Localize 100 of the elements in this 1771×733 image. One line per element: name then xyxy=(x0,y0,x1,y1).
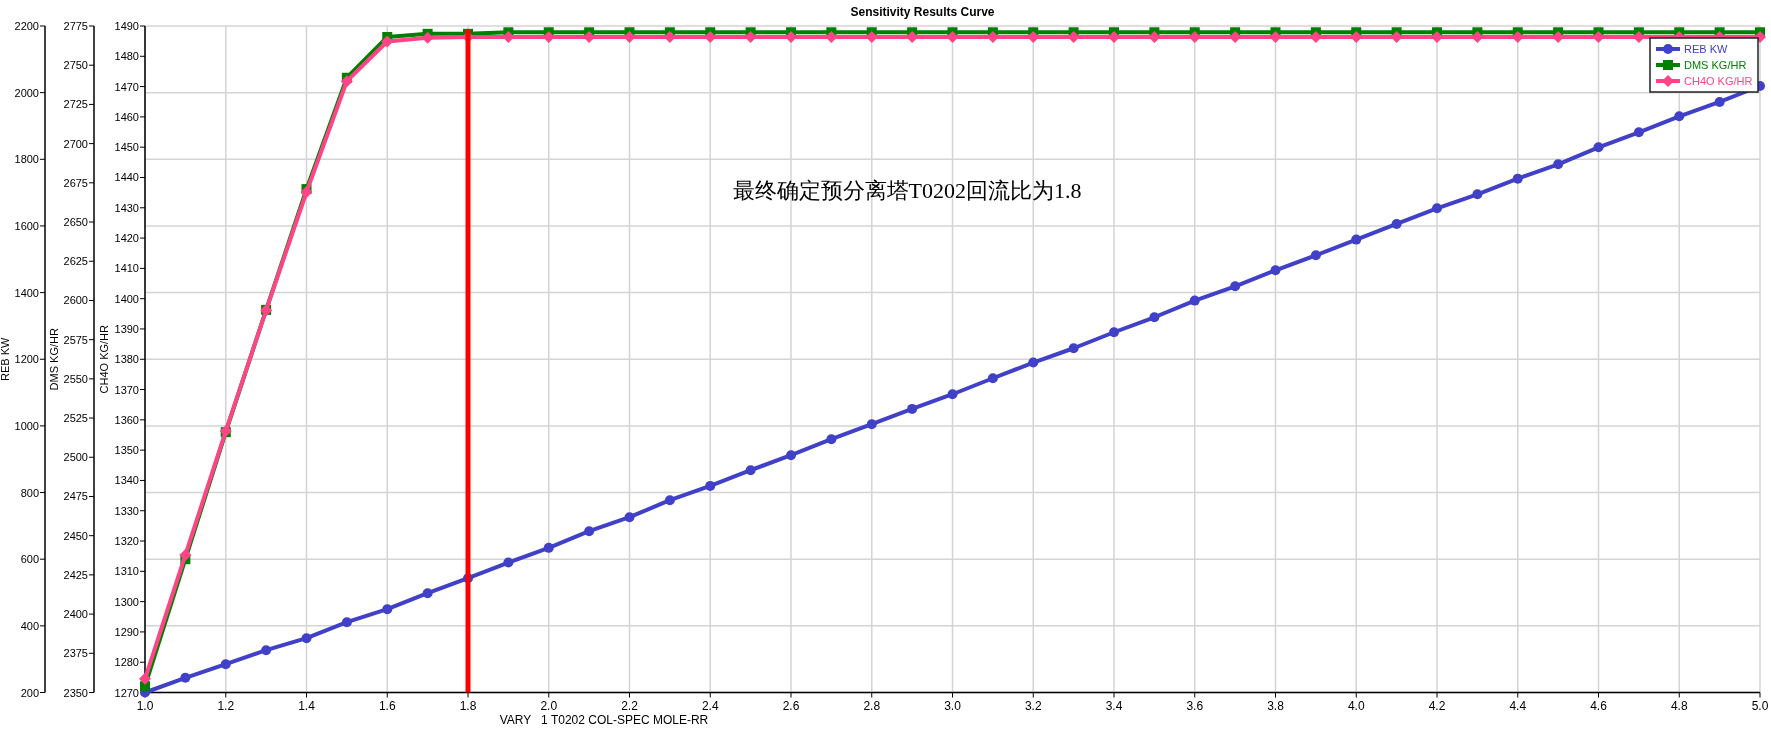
x-tick-label: 2.8 xyxy=(863,698,881,713)
point xyxy=(1633,127,1644,138)
y-tick-label: 1200 xyxy=(14,353,39,366)
point xyxy=(1230,281,1241,292)
point xyxy=(1109,327,1119,338)
x-tick-label: 4.6 xyxy=(1590,698,1608,713)
y3-tick-label: 1400 xyxy=(114,292,139,305)
y3-tick-label: 1460 xyxy=(114,110,139,123)
point xyxy=(422,588,433,599)
y3-tick-label: 1380 xyxy=(114,353,139,366)
point xyxy=(179,548,192,561)
x-tick-label: 4.2 xyxy=(1428,698,1446,713)
y2-tick-label: 2700 xyxy=(63,137,88,150)
y2-tick-label: 2675 xyxy=(63,176,88,189)
chart-title: Sensitivity Results Curve xyxy=(850,5,995,19)
x-tick-label: 3.2 xyxy=(1024,698,1042,713)
y3-tick-label: 1420 xyxy=(114,232,139,245)
x-tick-label: 4.8 xyxy=(1670,698,1688,713)
y-tick-label: 2200 xyxy=(14,20,39,32)
y-axis-title: REB KW xyxy=(0,336,11,381)
y2-tick-label: 2500 xyxy=(63,451,88,464)
point xyxy=(826,434,837,445)
y3-tick-label: 1480 xyxy=(114,50,139,63)
y2-tick-label: 2550 xyxy=(63,372,88,385)
point xyxy=(1270,265,1281,276)
y3-tick-label: 1310 xyxy=(114,565,139,578)
y2-tick-label: 2625 xyxy=(63,255,88,268)
point xyxy=(624,512,635,523)
y3-tick-label: 1340 xyxy=(114,474,139,487)
annotation: 最终确定预分离塔T0202回流比为1.8 xyxy=(732,178,1082,203)
y3-tick-label: 1320 xyxy=(114,535,139,548)
y3-tick-label: 1300 xyxy=(114,595,139,608)
point xyxy=(664,495,675,506)
y-tick-label: 600 xyxy=(20,553,39,566)
y2-tick-label: 2650 xyxy=(63,216,88,229)
y2-tick-label: 2475 xyxy=(63,490,88,503)
y-tick-label: 1000 xyxy=(14,419,39,432)
point xyxy=(341,617,352,628)
x-tick-label: 3.6 xyxy=(1186,698,1204,713)
x-tick-label: 4.0 xyxy=(1347,698,1365,713)
point xyxy=(1028,357,1039,368)
point xyxy=(947,389,958,400)
point xyxy=(503,557,514,568)
x-tick-label: 4.4 xyxy=(1509,698,1527,713)
y-tick-label: 1800 xyxy=(14,153,39,166)
x-tick-label: 1.8 xyxy=(459,698,477,713)
legend-label: DMS KG/HR xyxy=(1684,59,1747,71)
y2-axis-title: DMS KG/HR xyxy=(48,328,60,391)
point xyxy=(866,419,877,430)
y-tick-label: 800 xyxy=(20,486,39,499)
point xyxy=(584,526,595,537)
legend-label: REB KW xyxy=(1684,43,1729,55)
y-tick-label: 1600 xyxy=(14,219,39,232)
y2-tick-label: 2725 xyxy=(63,98,88,111)
y3-tick-label: 1350 xyxy=(114,444,139,457)
x-tick-label: 1.2 xyxy=(217,698,235,713)
y-tick-label: 400 xyxy=(20,619,39,632)
y-tick-label: 1400 xyxy=(14,286,39,299)
point xyxy=(1310,250,1321,261)
x-tick-label: 2.4 xyxy=(701,698,719,713)
y2-tick-label: 2525 xyxy=(63,412,88,425)
y2-tick-label: 2750 xyxy=(63,59,88,72)
x-axis-title: VARY 1 T0202 COL-SPEC MOLE-RR xyxy=(499,713,709,727)
x-tick-label: 1.0 xyxy=(136,698,154,713)
point xyxy=(340,75,353,88)
x-tick-label: 2.2 xyxy=(621,698,639,713)
x-tick-label: 3.0 xyxy=(944,698,962,713)
point xyxy=(1351,234,1362,245)
y2-tick-label: 2575 xyxy=(63,333,88,346)
point xyxy=(705,480,716,491)
point xyxy=(1472,189,1483,200)
legend-label: CH4O KG/HR xyxy=(1684,75,1753,87)
point xyxy=(180,672,191,683)
point xyxy=(1674,111,1685,122)
y3-tick-label: 1330 xyxy=(114,504,139,517)
y2-tick-label: 2425 xyxy=(63,568,88,581)
y2-tick-label: 2375 xyxy=(63,647,88,660)
y3-tick-label: 1280 xyxy=(114,656,139,669)
y2-tick-label: 2775 xyxy=(63,20,88,32)
y2-tick-label: 2450 xyxy=(63,529,88,542)
y3-tick-label: 1470 xyxy=(114,80,139,93)
x-tick-label: 5.0 xyxy=(1751,698,1769,713)
point xyxy=(1149,312,1160,323)
point xyxy=(1553,159,1564,170)
y3-tick-label: 1290 xyxy=(114,625,139,638)
x-tick-label: 2.6 xyxy=(782,698,800,713)
y3-axis-title: CH4O KG/HR xyxy=(98,324,110,394)
y-tick-label: 2000 xyxy=(14,86,39,99)
point xyxy=(987,373,998,384)
y2-tick-label: 2400 xyxy=(63,608,88,621)
y3-tick-label: 1450 xyxy=(114,141,139,154)
y3-tick-label: 1370 xyxy=(114,383,139,396)
point xyxy=(1391,218,1402,229)
y3-tick-label: 1490 xyxy=(114,20,139,32)
point xyxy=(1189,295,1200,306)
x-tick-label: 3.8 xyxy=(1267,698,1285,713)
y3-tick-label: 1270 xyxy=(114,686,139,699)
x-tick-label: 1.4 xyxy=(298,698,316,713)
y3-tick-label: 1360 xyxy=(114,413,139,426)
point xyxy=(745,465,756,476)
